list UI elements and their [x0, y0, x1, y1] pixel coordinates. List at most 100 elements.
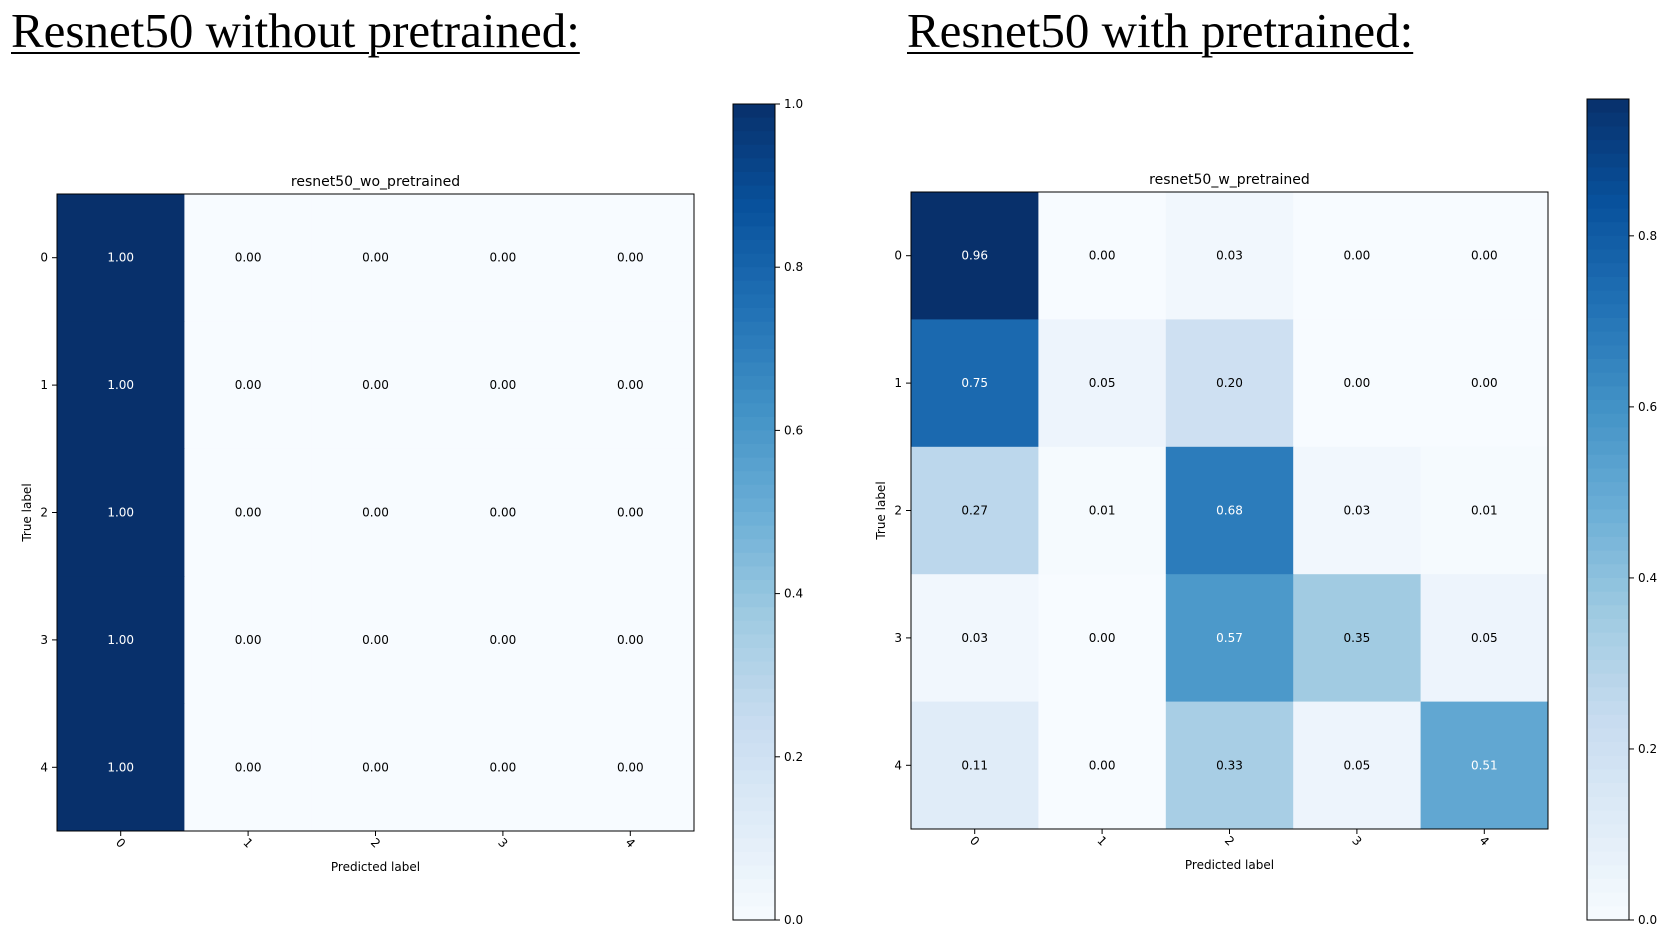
cell-r3-c1 — [184, 576, 313, 705]
colorbar-band-57 — [733, 879, 775, 894]
colorbar-band-36 — [733, 593, 775, 608]
colorbar-tick-label-4: 0.8 — [784, 260, 803, 274]
colorbar-band-58 — [1587, 892, 1629, 907]
colorbar-band-52 — [733, 811, 775, 826]
colorbar-tick-label-3: 0.6 — [784, 423, 803, 437]
cell-label-r0-c0: 0.96 — [961, 249, 988, 263]
colorbar-band-41 — [733, 661, 775, 676]
cell-label-r1-c2: 0.20 — [1216, 376, 1243, 390]
colorbar-band-59 — [733, 906, 775, 921]
cell-r4-c1 — [184, 703, 313, 832]
colorbar-band-0 — [1587, 99, 1629, 114]
colorbar-band-22 — [733, 403, 775, 418]
cell-label-r2-c4: 0.01 — [1471, 504, 1498, 518]
colorbar-band-13 — [733, 280, 775, 295]
x-tick-label-4: 4 — [1477, 833, 1492, 848]
colorbar-band-32 — [1587, 536, 1629, 552]
colorbar-band-24 — [733, 430, 775, 445]
cell-r3-c1 — [1038, 574, 1167, 703]
colorbar-band-31 — [1587, 523, 1629, 538]
cell-label-r2-c0: 0.27 — [961, 504, 988, 518]
colorbar-band-42 — [1587, 673, 1629, 688]
cell-r1-c4 — [566, 321, 695, 450]
matrix-title: resnet50_w_pretrained — [1149, 172, 1310, 188]
colorbar-band-48 — [733, 756, 775, 771]
colorbar-band-15 — [1587, 304, 1629, 319]
y-tick-label-1: 1 — [40, 378, 48, 392]
cell-r1-c1 — [184, 321, 313, 450]
matrix-panel-1: 0.96 0.00 0.03 0.00 0.000.75 0.05 0.20 0.00 0.00… — [874, 98, 1657, 927]
colorbar-tick-label-2: 0.4 — [784, 587, 803, 601]
colorbar-band-21 — [733, 389, 775, 404]
cell-label-r4-c0: 0.11 — [961, 758, 988, 772]
colorbar-tick-label-1: 0.2 — [1638, 742, 1657, 756]
colorbar-tick-label-0: 0.0 — [784, 913, 803, 927]
colorbar: 0.0 0.2 0.4 0.6 0.8 1.0 — [732, 97, 803, 927]
colorbar-band-32 — [733, 539, 775, 554]
cell-r2-c4 — [566, 448, 695, 577]
colorbar-band-35 — [1587, 577, 1629, 593]
colorbar-band-33 — [733, 552, 775, 567]
colorbar-band-1 — [733, 117, 775, 132]
cell-label-r2-c2: 0.00 — [362, 506, 389, 520]
cell-label-r4-c4: 0.00 — [617, 760, 644, 774]
x-tick-label-1: 1 — [1094, 833, 1109, 848]
y-tick-label-2: 2 — [894, 504, 902, 518]
cell-r2-c3 — [439, 448, 568, 577]
cell-label-r3-c0: 1.00 — [107, 633, 134, 647]
x-axis-label: Predicted label — [1185, 858, 1274, 872]
cell-label-r4-c1: 0.00 — [235, 760, 262, 774]
cell-r1-c4 — [1420, 319, 1549, 448]
cell-r3-c3 — [439, 576, 568, 705]
colorbar-band-3 — [1587, 140, 1629, 155]
cell-r3-c0 — [57, 576, 185, 705]
colorbar-band-58 — [733, 892, 775, 907]
colorbar-band-24 — [1587, 427, 1629, 442]
colorbar-tick-label-4: 0.8 — [1638, 229, 1657, 243]
colorbar-band-33 — [1587, 550, 1629, 565]
colorbar-band-19 — [1587, 358, 1629, 374]
cell-label-r4-c0: 1.00 — [107, 760, 134, 774]
colorbar-band-5 — [733, 172, 775, 187]
cell-r2-c4 — [1420, 446, 1549, 575]
cell-r3-c4 — [1420, 574, 1549, 703]
colorbar-band-49 — [733, 770, 775, 785]
x-tick-label-1: 1 — [240, 835, 255, 850]
colorbar-band-51 — [733, 797, 775, 812]
colorbar-band-40 — [1587, 646, 1629, 661]
colorbar-band-55 — [733, 852, 775, 867]
cell-r2-c0 — [57, 448, 185, 577]
cell-r2-c2 — [311, 448, 440, 577]
cell-label-r1-c3: 0.00 — [490, 378, 517, 392]
colorbar-frame — [1586, 98, 1630, 921]
colorbar-band-38 — [733, 620, 775, 635]
y-tick-label-0: 0 — [40, 251, 48, 265]
cell-label-r0-c1: 0.00 — [1089, 249, 1116, 263]
cell-label-r4-c1: 0.00 — [1089, 758, 1116, 772]
cell-label-r1-c3: 0.00 — [1344, 376, 1371, 390]
cell-label-r1-c0: 0.75 — [961, 376, 988, 390]
cell-r0-c2 — [1165, 192, 1294, 320]
cell-label-r3-c3: 0.35 — [1344, 631, 1371, 645]
cell-r3-c4 — [566, 576, 695, 705]
colorbar-band-44 — [733, 702, 775, 717]
colorbar-band-7 — [1587, 194, 1629, 210]
cell-r4-c3 — [439, 703, 568, 832]
cell-label-r0-c4: 0.00 — [1471, 249, 1498, 263]
cell-label-r2-c3: 0.03 — [1344, 504, 1371, 518]
cell-r4-c0 — [911, 701, 1039, 830]
cell-r2-c1 — [184, 448, 313, 577]
colorbar-band-11 — [733, 253, 775, 268]
cell-label-r3-c1: 0.00 — [1089, 631, 1116, 645]
cell-r4-c4 — [1420, 701, 1549, 830]
colorbar-band-31 — [733, 525, 775, 540]
colorbar-band-29 — [733, 498, 775, 513]
colorbar-band-9 — [1587, 222, 1629, 237]
y-tick-label-3: 3 — [894, 631, 902, 645]
y-tick-label-3: 3 — [40, 633, 48, 647]
colorbar-band-7 — [733, 199, 775, 214]
colorbar-band-43 — [733, 688, 775, 703]
colorbar-band-20 — [733, 376, 775, 391]
cell-label-r4-c2: 0.00 — [362, 760, 389, 774]
